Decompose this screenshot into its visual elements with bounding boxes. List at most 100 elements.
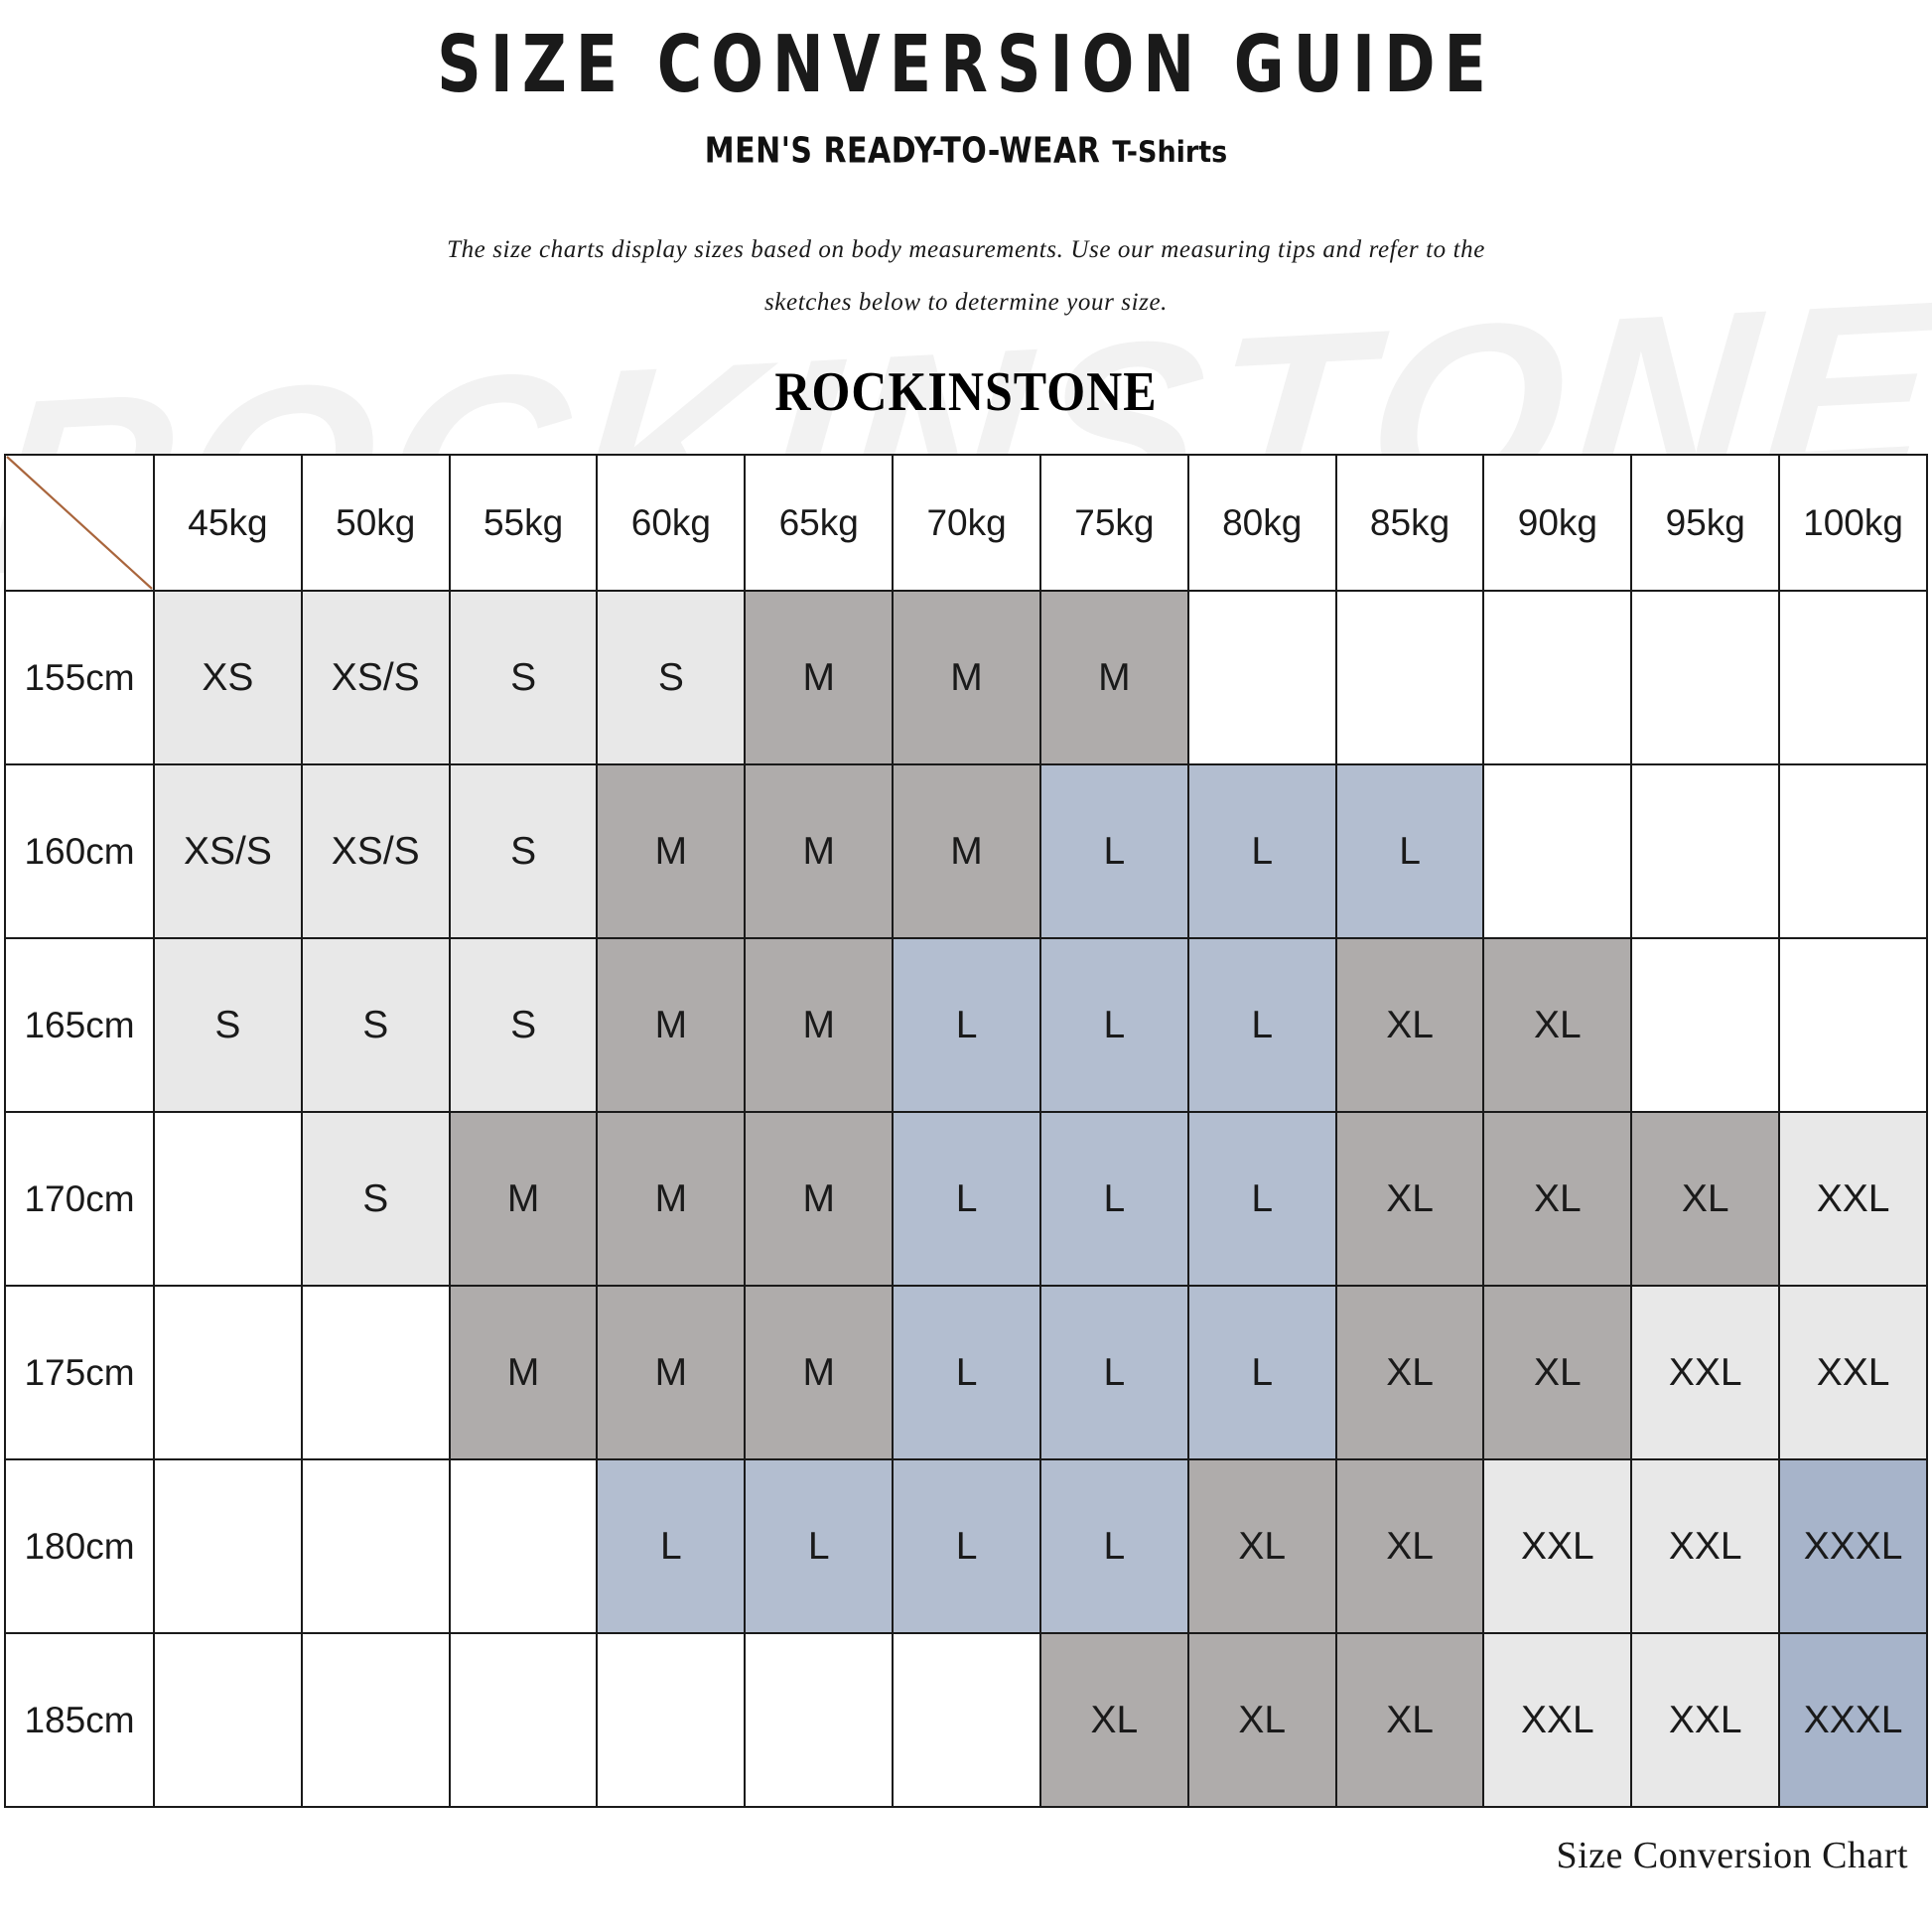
- page-header: SIZE CONVERSION GUIDE MEN'S READY-TO-WEA…: [0, 0, 1932, 423]
- size-cell: S: [153, 937, 303, 1114]
- size-cell-empty: [300, 1285, 451, 1461]
- size-cell: XXL: [1630, 1458, 1781, 1635]
- size-cell: L: [1186, 1285, 1337, 1461]
- size-cell-empty: [744, 1632, 895, 1809]
- size-cell-empty: [153, 1285, 303, 1461]
- table-row: 155cm XS XS/S S S M M M: [4, 590, 1928, 766]
- size-cell-empty: [1334, 590, 1485, 766]
- subtitle-garment: T-Shirts: [1112, 135, 1228, 170]
- size-cell: L: [596, 1458, 747, 1635]
- size-cell: XXL: [1778, 1285, 1928, 1461]
- column-header-weight: 95kg: [1630, 454, 1781, 593]
- size-cell: L: [892, 1458, 1041, 1635]
- size-cell: M: [744, 590, 895, 766]
- size-cell: S: [596, 590, 747, 766]
- footer-caption: Size Conversion Chart: [1556, 1835, 1908, 1877]
- column-header-weight: 50kg: [300, 454, 451, 593]
- size-cell: M: [892, 763, 1041, 940]
- size-cell: XS/S: [153, 763, 303, 940]
- column-header-weight: 45kg: [153, 454, 303, 593]
- table-header-row: 45kg 50kg 55kg 60kg 65kg 70kg 75kg 80kg 85kg 90kg…: [4, 454, 1928, 593]
- size-cell: XL: [1334, 1285, 1485, 1461]
- size-cell: XXXL: [1778, 1632, 1928, 1809]
- size-cell: XL: [1334, 1632, 1485, 1809]
- size-cell-empty: [448, 1632, 599, 1809]
- row-header-height: 180cm: [4, 1458, 155, 1635]
- size-cell-empty: [1186, 590, 1337, 766]
- size-cell: L: [1038, 763, 1189, 940]
- size-cell: XXXL: [1778, 1458, 1928, 1635]
- size-cell-empty: [153, 1632, 303, 1809]
- size-cell: M: [596, 1111, 747, 1288]
- size-cell-empty: [1630, 763, 1781, 940]
- table-row: 170cm S M M M L L L XL XL XL XXL: [4, 1111, 1928, 1288]
- size-cell-empty: [596, 1632, 747, 1809]
- column-header-weight: 60kg: [596, 454, 747, 593]
- size-cell-empty: [153, 1111, 303, 1288]
- row-header-height: 170cm: [4, 1111, 155, 1288]
- table-row: 180cm L L L L XL XL XXL XXL XXXL: [4, 1458, 1928, 1635]
- size-cell: S: [448, 763, 599, 940]
- table-row: 165cm S S S M M L L L XL XL: [4, 937, 1928, 1114]
- size-cell: L: [1186, 763, 1337, 940]
- size-cell: XL: [1186, 1632, 1337, 1809]
- size-cell-empty: [448, 1458, 599, 1635]
- size-cell: XXL: [1630, 1285, 1781, 1461]
- size-cell-empty: [1482, 763, 1633, 940]
- column-header-weight: 70kg: [892, 454, 1041, 593]
- size-cell: M: [596, 1285, 747, 1461]
- size-cell: M: [448, 1285, 599, 1461]
- size-conversion-table: 45kg 50kg 55kg 60kg 65kg 70kg 75kg 80kg 85kg 90kg…: [4, 454, 1928, 1809]
- size-cell-empty: [300, 1458, 451, 1635]
- column-header-weight: 100kg: [1778, 454, 1928, 593]
- row-header-height: 185cm: [4, 1632, 155, 1809]
- description-text: The size charts display sizes based on b…: [447, 236, 1485, 316]
- size-cell: L: [1334, 763, 1485, 940]
- row-header-height: 160cm: [4, 763, 155, 940]
- size-cell-empty: [1482, 590, 1633, 766]
- size-cell: XL: [1334, 1458, 1485, 1635]
- size-cell: M: [596, 937, 747, 1114]
- size-cell-empty: [1778, 590, 1928, 766]
- size-cell: M: [744, 1285, 895, 1461]
- size-cell: XXL: [1482, 1632, 1633, 1809]
- size-cell: XL: [1038, 1632, 1189, 1809]
- column-header-weight: 75kg: [1038, 454, 1189, 593]
- table-header: 45kg 50kg 55kg 60kg 65kg 70kg 75kg 80kg 85kg 90kg…: [4, 454, 1928, 593]
- table-row: 175cm M M M L L L XL XL XXL XXL: [4, 1285, 1928, 1461]
- column-header-weight: 80kg: [1186, 454, 1337, 593]
- size-cell: XXL: [1630, 1632, 1781, 1809]
- size-cell: XS/S: [300, 590, 451, 766]
- size-cell: XXL: [1482, 1458, 1633, 1635]
- size-cell-empty: [1778, 763, 1928, 940]
- size-cell-empty: [300, 1632, 451, 1809]
- size-cell: M: [744, 1111, 895, 1288]
- table-row: 160cm XS/S XS/S S M M M L L L: [4, 763, 1928, 940]
- size-cell: L: [892, 937, 1041, 1114]
- size-cell: L: [1038, 1458, 1189, 1635]
- brand-name: ROCKINSTONE: [774, 359, 1158, 423]
- column-header-weight: 90kg: [1482, 454, 1633, 593]
- size-cell: S: [300, 1111, 451, 1288]
- size-cell: XL: [1334, 937, 1485, 1114]
- size-cell-empty: [1778, 937, 1928, 1114]
- size-table-container: 45kg 50kg 55kg 60kg 65kg 70kg 75kg 80kg 85kg 90kg…: [0, 454, 1932, 1809]
- size-cell: XS/S: [300, 763, 451, 940]
- size-cell-empty: [1630, 937, 1781, 1114]
- subtitle-category: MEN'S READY-TO-WEAR: [704, 130, 1101, 173]
- row-header-height: 165cm: [4, 937, 155, 1114]
- size-cell: M: [892, 590, 1041, 766]
- subtitle-row: MEN'S READY-TO-WEAR T-Shirts: [0, 130, 1932, 173]
- size-cell: S: [448, 937, 599, 1114]
- size-cell: S: [448, 590, 599, 766]
- size-cell: L: [892, 1111, 1041, 1288]
- size-cell-empty: [1630, 590, 1781, 766]
- column-header-weight: 85kg: [1334, 454, 1485, 593]
- size-cell: L: [892, 1285, 1041, 1461]
- size-cell: L: [1186, 1111, 1337, 1288]
- size-cell: L: [1038, 1111, 1189, 1288]
- size-cell: XXL: [1778, 1111, 1928, 1288]
- corner-cell-diagonal: [4, 454, 155, 593]
- size-cell: XL: [1630, 1111, 1781, 1288]
- size-cell: M: [744, 763, 895, 940]
